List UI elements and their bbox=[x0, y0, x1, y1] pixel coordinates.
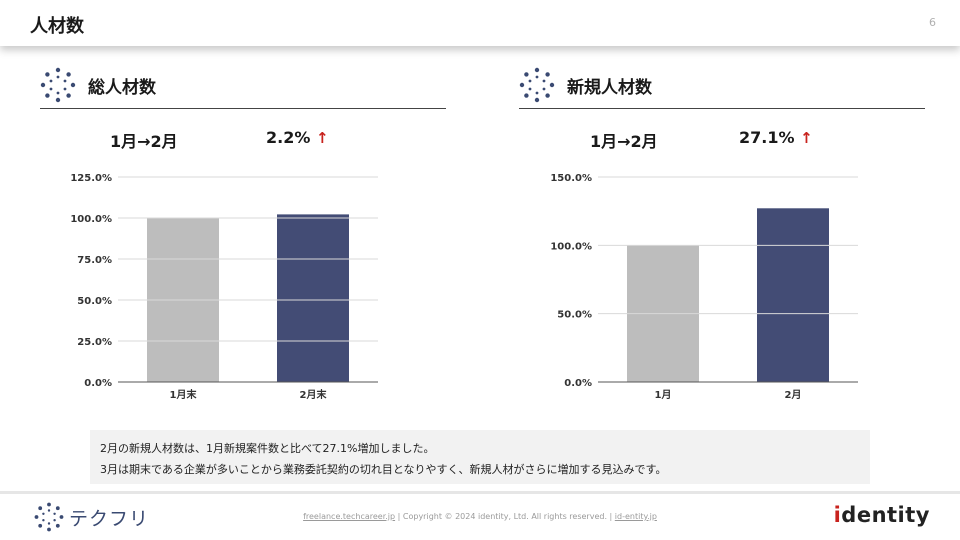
page-number: 6 bbox=[929, 16, 936, 29]
arrow-up-icon: ↑ bbox=[800, 129, 813, 147]
section-heading: 新規人材数 bbox=[519, 64, 925, 109]
x-tick-label: 1月末 bbox=[170, 388, 198, 401]
y-tick-label: 125.0% bbox=[70, 173, 112, 184]
section-new-talent: 新規人材数 bbox=[519, 64, 925, 109]
metric-period: 1月→2月 bbox=[590, 132, 658, 151]
copyright-text: Copyright © 2024 identity, Ltd. All righ… bbox=[402, 512, 607, 521]
section-title: 新規人材数 bbox=[567, 78, 652, 98]
identity-brand-logo: identity bbox=[834, 503, 930, 527]
y-tick-label: 75.0% bbox=[77, 255, 112, 266]
bar-chart-total-talent: 0.0% 25.0% 50.0% 75.0% 100.0% 125.0% 1月末 2月末 bbox=[70, 173, 378, 401]
arrow-up-icon: ↑ bbox=[315, 129, 329, 147]
brand-prefix: i bbox=[833, 503, 842, 527]
change-value: 2.2% bbox=[266, 128, 311, 147]
page-title: 人材数 bbox=[30, 16, 84, 37]
bar bbox=[277, 214, 349, 382]
note-line-1: 2月の新規人材数は、1月新規案件数と比べて27.1%増加しました。 bbox=[100, 442, 435, 455]
metric-change: 27.1% ↑ bbox=[739, 128, 813, 147]
metric-period: 1月→2月 bbox=[110, 132, 178, 151]
brand-rest: dentity bbox=[841, 503, 930, 527]
x-tick-label: 2月 bbox=[785, 389, 802, 401]
y-tick-label: 50.0% bbox=[77, 296, 112, 307]
section-title: 総人材数 bbox=[88, 78, 156, 98]
note-box: 2月の新規人材数は、1月新規案件数と比べて27.1%増加しました。 3月は期末で… bbox=[90, 430, 870, 484]
dotted-ring-icon bbox=[34, 502, 64, 532]
y-tick-label: 100.0% bbox=[70, 214, 112, 225]
y-tick-label: 25.0% bbox=[77, 337, 112, 348]
dotted-ring-icon bbox=[40, 67, 76, 103]
identity-link[interactable]: id-entity.jp bbox=[614, 512, 657, 521]
section-total-talent: 総人材数 bbox=[40, 64, 446, 109]
bar-chart-new-talent: 0.0% 50.0% 100.0% 150.0% 1月 2月 bbox=[550, 173, 858, 401]
section-heading: 総人材数 bbox=[40, 64, 446, 109]
change-value: 27.1% bbox=[739, 128, 795, 147]
y-tick-label: 50.0% bbox=[557, 310, 592, 321]
bar bbox=[757, 208, 829, 382]
note-line-2: 3月は期末である企業が多いことから業務委託契約の切れ目となりやすく、新規人材がさ… bbox=[100, 463, 667, 476]
separator: | bbox=[609, 512, 613, 521]
footer-links: freelance.techcareer.jp | Copyright © 20… bbox=[0, 512, 960, 521]
y-tick-label: 100.0% bbox=[550, 241, 592, 252]
metric-change: 2.2% ↑ bbox=[266, 128, 329, 147]
slide-header: 人材数 6 bbox=[0, 0, 960, 46]
x-tick-label: 1月 bbox=[655, 389, 672, 401]
y-tick-label: 150.0% bbox=[550, 173, 592, 184]
y-tick-label: 0.0% bbox=[564, 378, 592, 389]
techcareer-link[interactable]: freelance.techcareer.jp bbox=[303, 512, 396, 521]
dotted-ring-icon bbox=[519, 67, 555, 103]
footer-divider bbox=[0, 491, 960, 494]
y-tick-label: 0.0% bbox=[84, 378, 112, 389]
x-tick-label: 2月末 bbox=[300, 388, 328, 401]
techfuri-logo-text: テクフリ bbox=[69, 508, 150, 530]
separator: | bbox=[397, 512, 401, 521]
